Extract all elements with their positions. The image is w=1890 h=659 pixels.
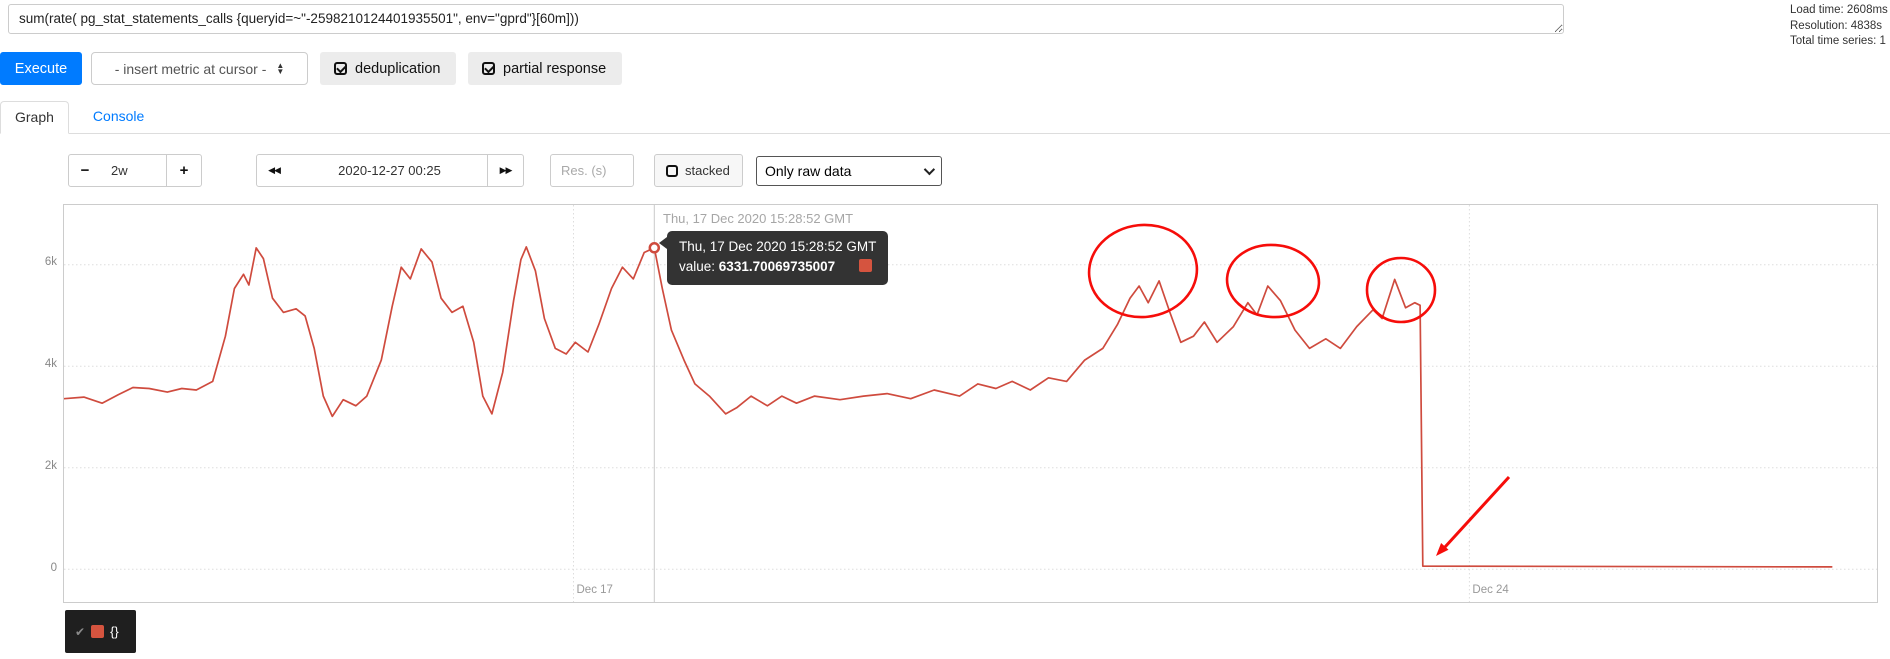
chevron-down-icon xyxy=(923,163,936,176)
crosshair-timestamp: Thu, 17 Dec 2020 15:28:52 GMT xyxy=(663,211,854,226)
range-increase-button[interactable]: + xyxy=(166,154,202,187)
annotation-circle xyxy=(1087,223,1199,319)
total-time-series: Total time series: 1 xyxy=(1790,35,1886,47)
y-axis-label: 0 xyxy=(50,562,57,575)
annotation-circle xyxy=(1225,243,1321,319)
x-axis-label: Dec 17 xyxy=(576,584,613,596)
raw-data-selected-option: Only raw data xyxy=(765,163,852,179)
execute-button[interactable]: Execute xyxy=(0,52,82,85)
query-input[interactable]: sum(rate( pg_stat_statements_calls {quer… xyxy=(8,4,1564,34)
annotation-arrowhead xyxy=(1436,543,1449,556)
resolution: Resolution: 4838s xyxy=(1790,19,1883,32)
time-backward-button[interactable]: ◀◀ xyxy=(256,154,292,187)
forward-icon: ▶▶ xyxy=(499,165,513,175)
range-input[interactable] xyxy=(101,154,167,187)
series-line xyxy=(64,246,1833,568)
graph-canvas[interactable] xyxy=(63,204,1878,603)
hover-point-marker xyxy=(648,242,661,254)
y-axis-label: 6k xyxy=(44,256,57,268)
checkbox-unchecked-icon xyxy=(666,164,678,177)
x-axis-label: Dec 24 xyxy=(1472,584,1509,596)
tooltip-value: 6331.70069735007 xyxy=(718,259,836,274)
partial-response-button[interactable]: partial response xyxy=(468,52,622,85)
load-time: Load time: 2608ms xyxy=(1790,4,1888,16)
stacked-toggle-button[interactable]: stacked xyxy=(654,154,743,187)
backward-icon: ◀◀ xyxy=(268,165,281,175)
deduplication-label: deduplication xyxy=(355,60,441,77)
tabs-bar: Graph Console xyxy=(0,101,1890,134)
stacked-label: stacked xyxy=(685,163,730,178)
checkbox-checked-icon xyxy=(334,62,347,75)
partial-response-label: partial response xyxy=(503,60,607,77)
series-color-swatch xyxy=(91,625,105,638)
range-decrease-button[interactable]: − xyxy=(68,154,102,187)
tab-graph[interactable]: Graph xyxy=(0,101,69,134)
annotation-arrow xyxy=(1443,475,1511,549)
sort-icon: ▲ ▼ xyxy=(276,60,285,76)
tab-console[interactable]: Console xyxy=(92,108,145,124)
insert-metric-dropdown[interactable]: - insert metric at cursor - ▲ ▼ xyxy=(91,52,308,85)
y-axis-label: 2k xyxy=(44,460,57,473)
series-color-swatch xyxy=(858,259,872,272)
series-legend-item[interactable]: ✔ {} xyxy=(65,610,136,653)
deduplication-button[interactable]: deduplication xyxy=(320,52,456,85)
hover-tooltip: Thu, 17 Dec 2020 15:28:52 GMT value: 633… xyxy=(667,231,889,285)
y-axis-label: 4k xyxy=(44,358,57,370)
insert-metric-label: - insert metric at cursor - xyxy=(114,60,267,77)
tooltip-arrow xyxy=(659,237,667,249)
time-forward-button[interactable]: ▶▶ xyxy=(487,154,524,187)
resolution-input[interactable] xyxy=(550,154,634,187)
end-time-input[interactable] xyxy=(291,154,488,187)
series-label: {} xyxy=(110,624,119,639)
check-icon: ✔ xyxy=(75,624,86,639)
tooltip-title: Thu, 17 Dec 2020 15:28:52 GMT xyxy=(679,239,877,254)
tooltip-value-row: value: 6331.70069735007 xyxy=(679,257,876,277)
query-stats: Load time: 2608ms Resolution: 4838s Tota… xyxy=(1790,3,1888,50)
raw-data-select[interactable]: Only raw data xyxy=(756,156,942,186)
checkbox-checked-icon xyxy=(482,62,495,75)
annotation-circle xyxy=(1365,256,1437,324)
